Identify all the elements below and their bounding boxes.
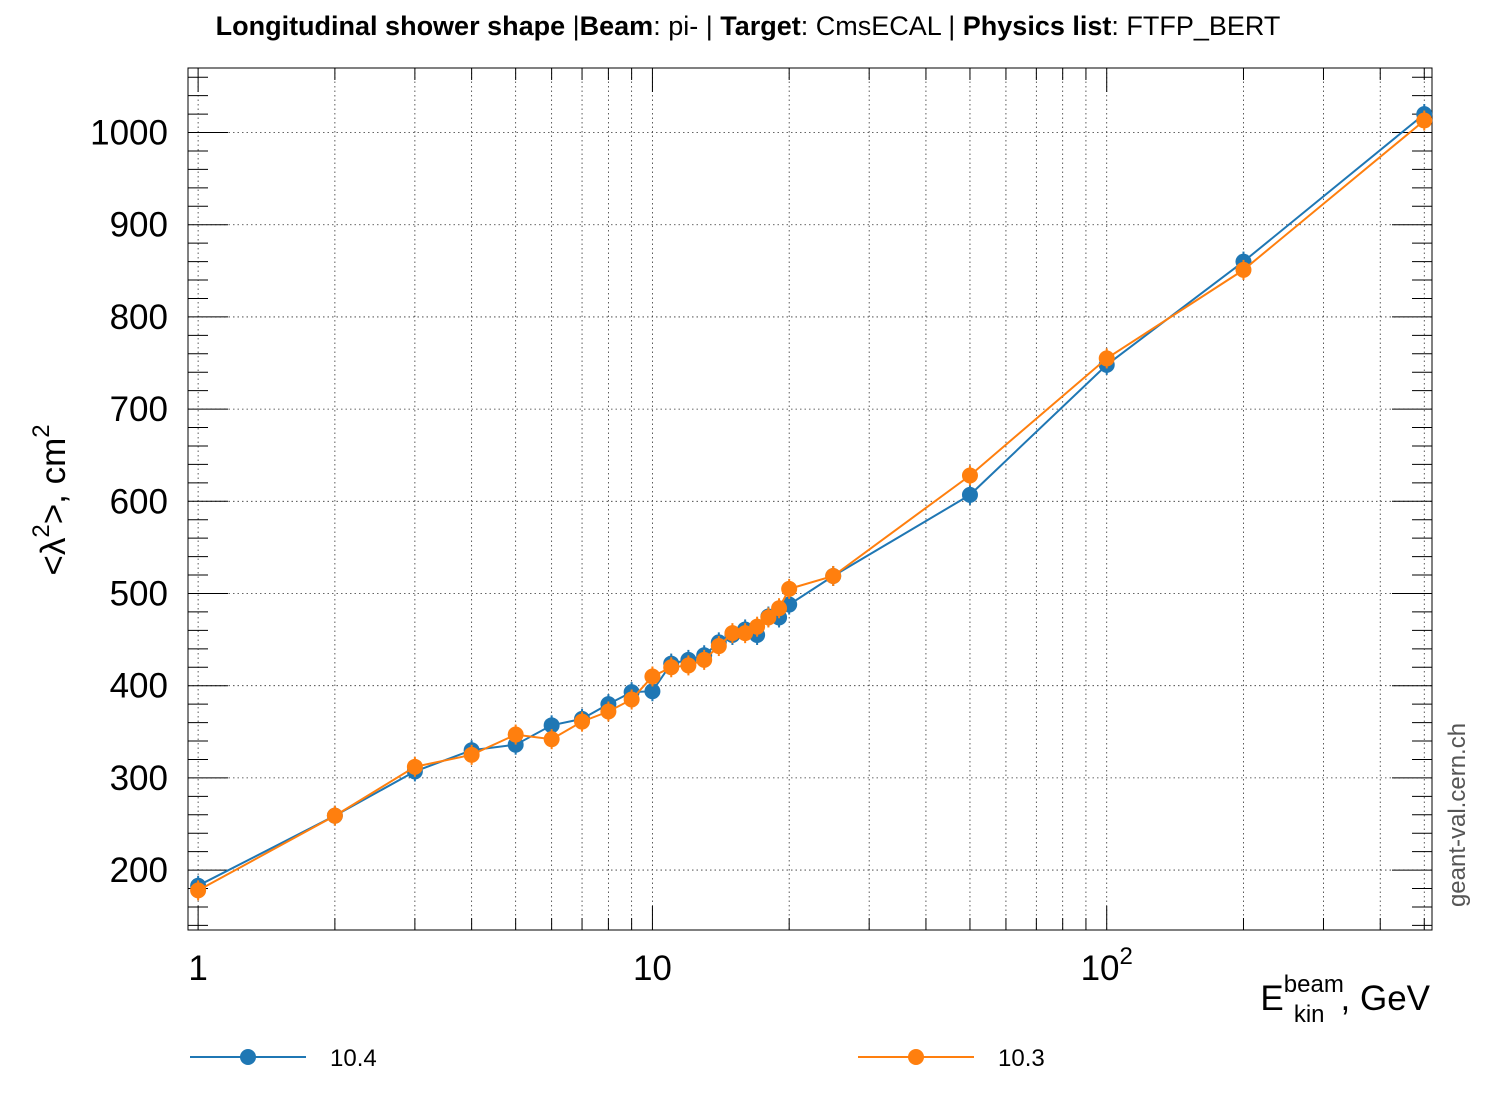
data-point bbox=[463, 746, 480, 763]
series-10.4 bbox=[190, 104, 1433, 896]
y-tick-label: 1000 bbox=[90, 114, 168, 153]
legend-item: 10.3 bbox=[858, 1045, 1045, 1072]
x-tick-label: 1 bbox=[188, 949, 207, 988]
y-tick-label: 500 bbox=[110, 574, 168, 613]
data-point bbox=[749, 618, 766, 635]
data-point bbox=[663, 659, 680, 676]
data-point bbox=[961, 486, 978, 503]
title-segment: : CmsECAL | bbox=[801, 11, 963, 41]
y-tick-label: 200 bbox=[110, 851, 168, 890]
data-point bbox=[961, 467, 978, 484]
x-axis-label-sub: kin bbox=[1294, 1001, 1325, 1028]
legend-item: 10.4 bbox=[190, 1045, 377, 1072]
y-axis-label-sup: 2 bbox=[28, 524, 55, 537]
x-tick-label-base: 1 bbox=[188, 949, 207, 988]
data-point bbox=[543, 731, 560, 748]
x-tick-label-exp: 2 bbox=[1120, 943, 1133, 970]
data-point bbox=[825, 567, 842, 584]
watermark: geant-val.cern.ch bbox=[1444, 723, 1471, 907]
data-point bbox=[1416, 112, 1433, 129]
series bbox=[190, 104, 1433, 901]
data-point bbox=[724, 625, 741, 642]
title-segment: Longitudinal shower shape bbox=[216, 11, 573, 41]
series-line bbox=[197, 113, 1425, 887]
data-point bbox=[507, 726, 524, 743]
data-point bbox=[623, 691, 640, 708]
data-point bbox=[543, 717, 560, 734]
y-tick-label: 700 bbox=[110, 390, 168, 429]
x-tick-labels: 1 10 102 bbox=[188, 943, 1132, 988]
data-point bbox=[781, 580, 798, 597]
y-axis-label-sup2: 2 bbox=[28, 424, 55, 437]
data-point bbox=[710, 638, 727, 655]
y-axis-label-rest: >, cm bbox=[34, 438, 73, 525]
legend-label: 10.3 bbox=[998, 1045, 1045, 1072]
x-axis-label: Ebeam kin , GeV bbox=[1260, 971, 1430, 1028]
x-tick-label: 102 bbox=[1081, 943, 1133, 988]
data-point bbox=[326, 807, 343, 824]
data-point bbox=[600, 703, 617, 720]
x-tick-label-base: 10 bbox=[1081, 949, 1120, 988]
x-tick-label: 10 bbox=[633, 949, 672, 988]
data-point bbox=[574, 713, 591, 730]
axis-ticks bbox=[188, 68, 1432, 930]
title-segment: : FTFP_BERT bbox=[1111, 11, 1280, 41]
y-axis-label: <λ2>, cm2 bbox=[28, 424, 73, 575]
y-axis-label-main: <λ bbox=[34, 537, 73, 575]
x-tick-label-base: 10 bbox=[633, 949, 672, 988]
data-point bbox=[696, 651, 713, 668]
data-point bbox=[406, 758, 423, 775]
data-point bbox=[644, 683, 661, 700]
data-point bbox=[771, 600, 788, 617]
data-point bbox=[1098, 350, 1115, 367]
y-tick-label: 900 bbox=[110, 206, 168, 245]
data-point bbox=[680, 657, 697, 674]
data-point bbox=[737, 625, 754, 642]
y-tick-label: 300 bbox=[110, 759, 168, 798]
title-segment: | bbox=[573, 11, 580, 41]
data-point bbox=[760, 609, 777, 626]
title-segment: Target bbox=[720, 11, 801, 41]
plot-frame bbox=[187, 67, 1433, 931]
grid bbox=[188, 68, 1432, 930]
legend-marker bbox=[908, 1049, 924, 1065]
y-tick-label: 600 bbox=[110, 482, 168, 521]
legend-marker bbox=[240, 1049, 256, 1065]
series-10.3 bbox=[190, 110, 1433, 901]
data-point bbox=[1235, 261, 1252, 278]
y-tick-labels: 200 300 400 500 600 700 800 900 1000 bbox=[90, 114, 168, 891]
title-segment: Beam bbox=[580, 11, 654, 41]
legend-label: 10.4 bbox=[330, 1045, 377, 1072]
data-point bbox=[644, 668, 661, 685]
x-axis-label-sup: beam bbox=[1284, 971, 1344, 998]
y-tick-label: 800 bbox=[110, 298, 168, 337]
data-point bbox=[190, 882, 207, 899]
chart-title: Longitudinal shower shape |Beam: pi- | T… bbox=[216, 11, 1281, 41]
x-axis-label-rest: , GeV bbox=[1341, 979, 1431, 1018]
y-tick-label: 400 bbox=[110, 667, 168, 706]
x-axis-label-main: E bbox=[1260, 979, 1283, 1018]
title-segment: Physics list bbox=[963, 11, 1112, 41]
series-line bbox=[197, 119, 1425, 892]
legend: 10.4 10.3 bbox=[190, 1045, 1045, 1072]
title-segment: : pi- | bbox=[653, 11, 720, 41]
